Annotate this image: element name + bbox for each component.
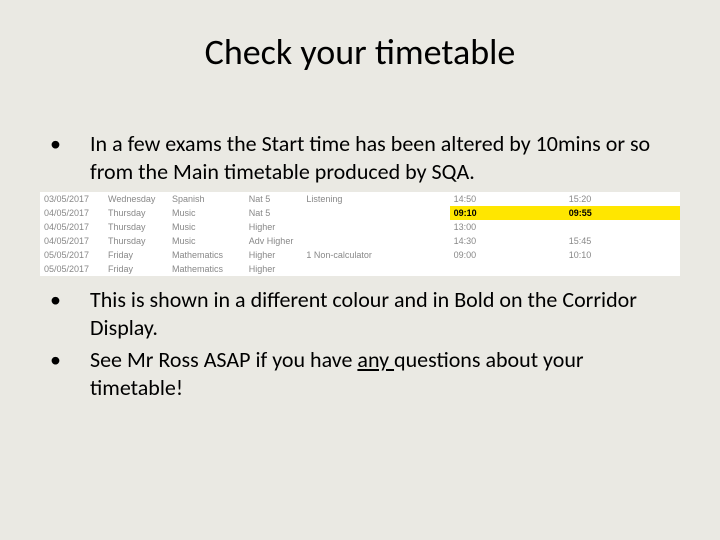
- page-title: Check your timetable: [0, 30, 720, 74]
- table-cell: Adv Higher: [245, 234, 303, 248]
- bullet-item: • In a few exams the Start time has been…: [40, 130, 680, 186]
- bullet-mark: •: [40, 346, 90, 374]
- bullet-text: See Mr Ross ASAP if you have any questio…: [90, 346, 680, 402]
- table-row: 05/05/2017FridayMathematicsHigher: [40, 262, 680, 276]
- table-cell: Music: [168, 206, 245, 220]
- table-cell: 09:55: [565, 206, 680, 220]
- bullet-item: • See Mr Ross ASAP if you have any quest…: [40, 346, 680, 402]
- content-area: • In a few exams the Start time has been…: [40, 130, 680, 406]
- table-cell: 09:00: [450, 248, 565, 262]
- table-cell: [302, 206, 449, 220]
- bullet-mark: •: [40, 130, 90, 158]
- timetable: 03/05/2017WednesdaySpanishNat 5Listening…: [40, 192, 680, 276]
- table-cell: 15:45: [565, 234, 680, 248]
- table-cell: 04/05/2017: [40, 220, 104, 234]
- table-cell: 10:10: [565, 248, 680, 262]
- table-cell: Wednesday: [104, 192, 168, 206]
- table-cell: 04/05/2017: [40, 234, 104, 248]
- table-cell: Higher: [245, 220, 303, 234]
- bullet-item: • This is shown in a different colour an…: [40, 286, 680, 342]
- table-cell: Listening: [302, 192, 449, 206]
- table-row: 04/05/2017ThursdayMusicNat 5 09:1009:55: [40, 206, 680, 220]
- table-cell: [450, 262, 565, 276]
- table-cell: Higher: [245, 248, 303, 262]
- table-cell: [302, 220, 449, 234]
- table-cell: Friday: [104, 248, 168, 262]
- table-row: 04/05/2017ThursdayMusicHigher 13:00: [40, 220, 680, 234]
- table-cell: 1 Non-calculator: [302, 248, 449, 262]
- table-cell: Thursday: [104, 220, 168, 234]
- table-row: 05/05/2017FridayMathematicsHigher1 Non-c…: [40, 248, 680, 262]
- table-cell: Nat 5: [245, 192, 303, 206]
- table-cell: [302, 262, 449, 276]
- table-cell: [565, 262, 680, 276]
- table-cell: Music: [168, 234, 245, 248]
- table-cell: 09:10: [450, 206, 565, 220]
- table-cell: 15:20: [565, 192, 680, 206]
- table-cell: 05/05/2017: [40, 262, 104, 276]
- table-cell: 04/05/2017: [40, 206, 104, 220]
- table-cell: Nat 5: [245, 206, 303, 220]
- bullet-text: In a few exams the Start time has been a…: [90, 130, 680, 186]
- table-cell: 14:50: [450, 192, 565, 206]
- table-cell: Mathematics: [168, 248, 245, 262]
- table-cell: [302, 234, 449, 248]
- timetable-image: 03/05/2017WednesdaySpanishNat 5Listening…: [40, 192, 680, 276]
- table-cell: Spanish: [168, 192, 245, 206]
- table-cell: 14:30: [450, 234, 565, 248]
- table-cell: 03/05/2017: [40, 192, 104, 206]
- bullet-mark: •: [40, 286, 90, 314]
- table-cell: Thursday: [104, 206, 168, 220]
- table-cell: Thursday: [104, 234, 168, 248]
- table-cell: [565, 220, 680, 234]
- table-cell: Mathematics: [168, 262, 245, 276]
- bullet-text-underline: any: [357, 346, 394, 373]
- table-row: 03/05/2017WednesdaySpanishNat 5Listening…: [40, 192, 680, 206]
- bullet-text: This is shown in a different colour and …: [90, 286, 680, 342]
- table-cell: 13:00: [450, 220, 565, 234]
- table-cell: 05/05/2017: [40, 248, 104, 262]
- bullet-text-span: See Mr Ross ASAP if you have: [90, 346, 357, 373]
- table-cell: Friday: [104, 262, 168, 276]
- table-cell: Higher: [245, 262, 303, 276]
- table-row: 04/05/2017ThursdayMusicAdv Higher 14:3015…: [40, 234, 680, 248]
- table-cell: Music: [168, 220, 245, 234]
